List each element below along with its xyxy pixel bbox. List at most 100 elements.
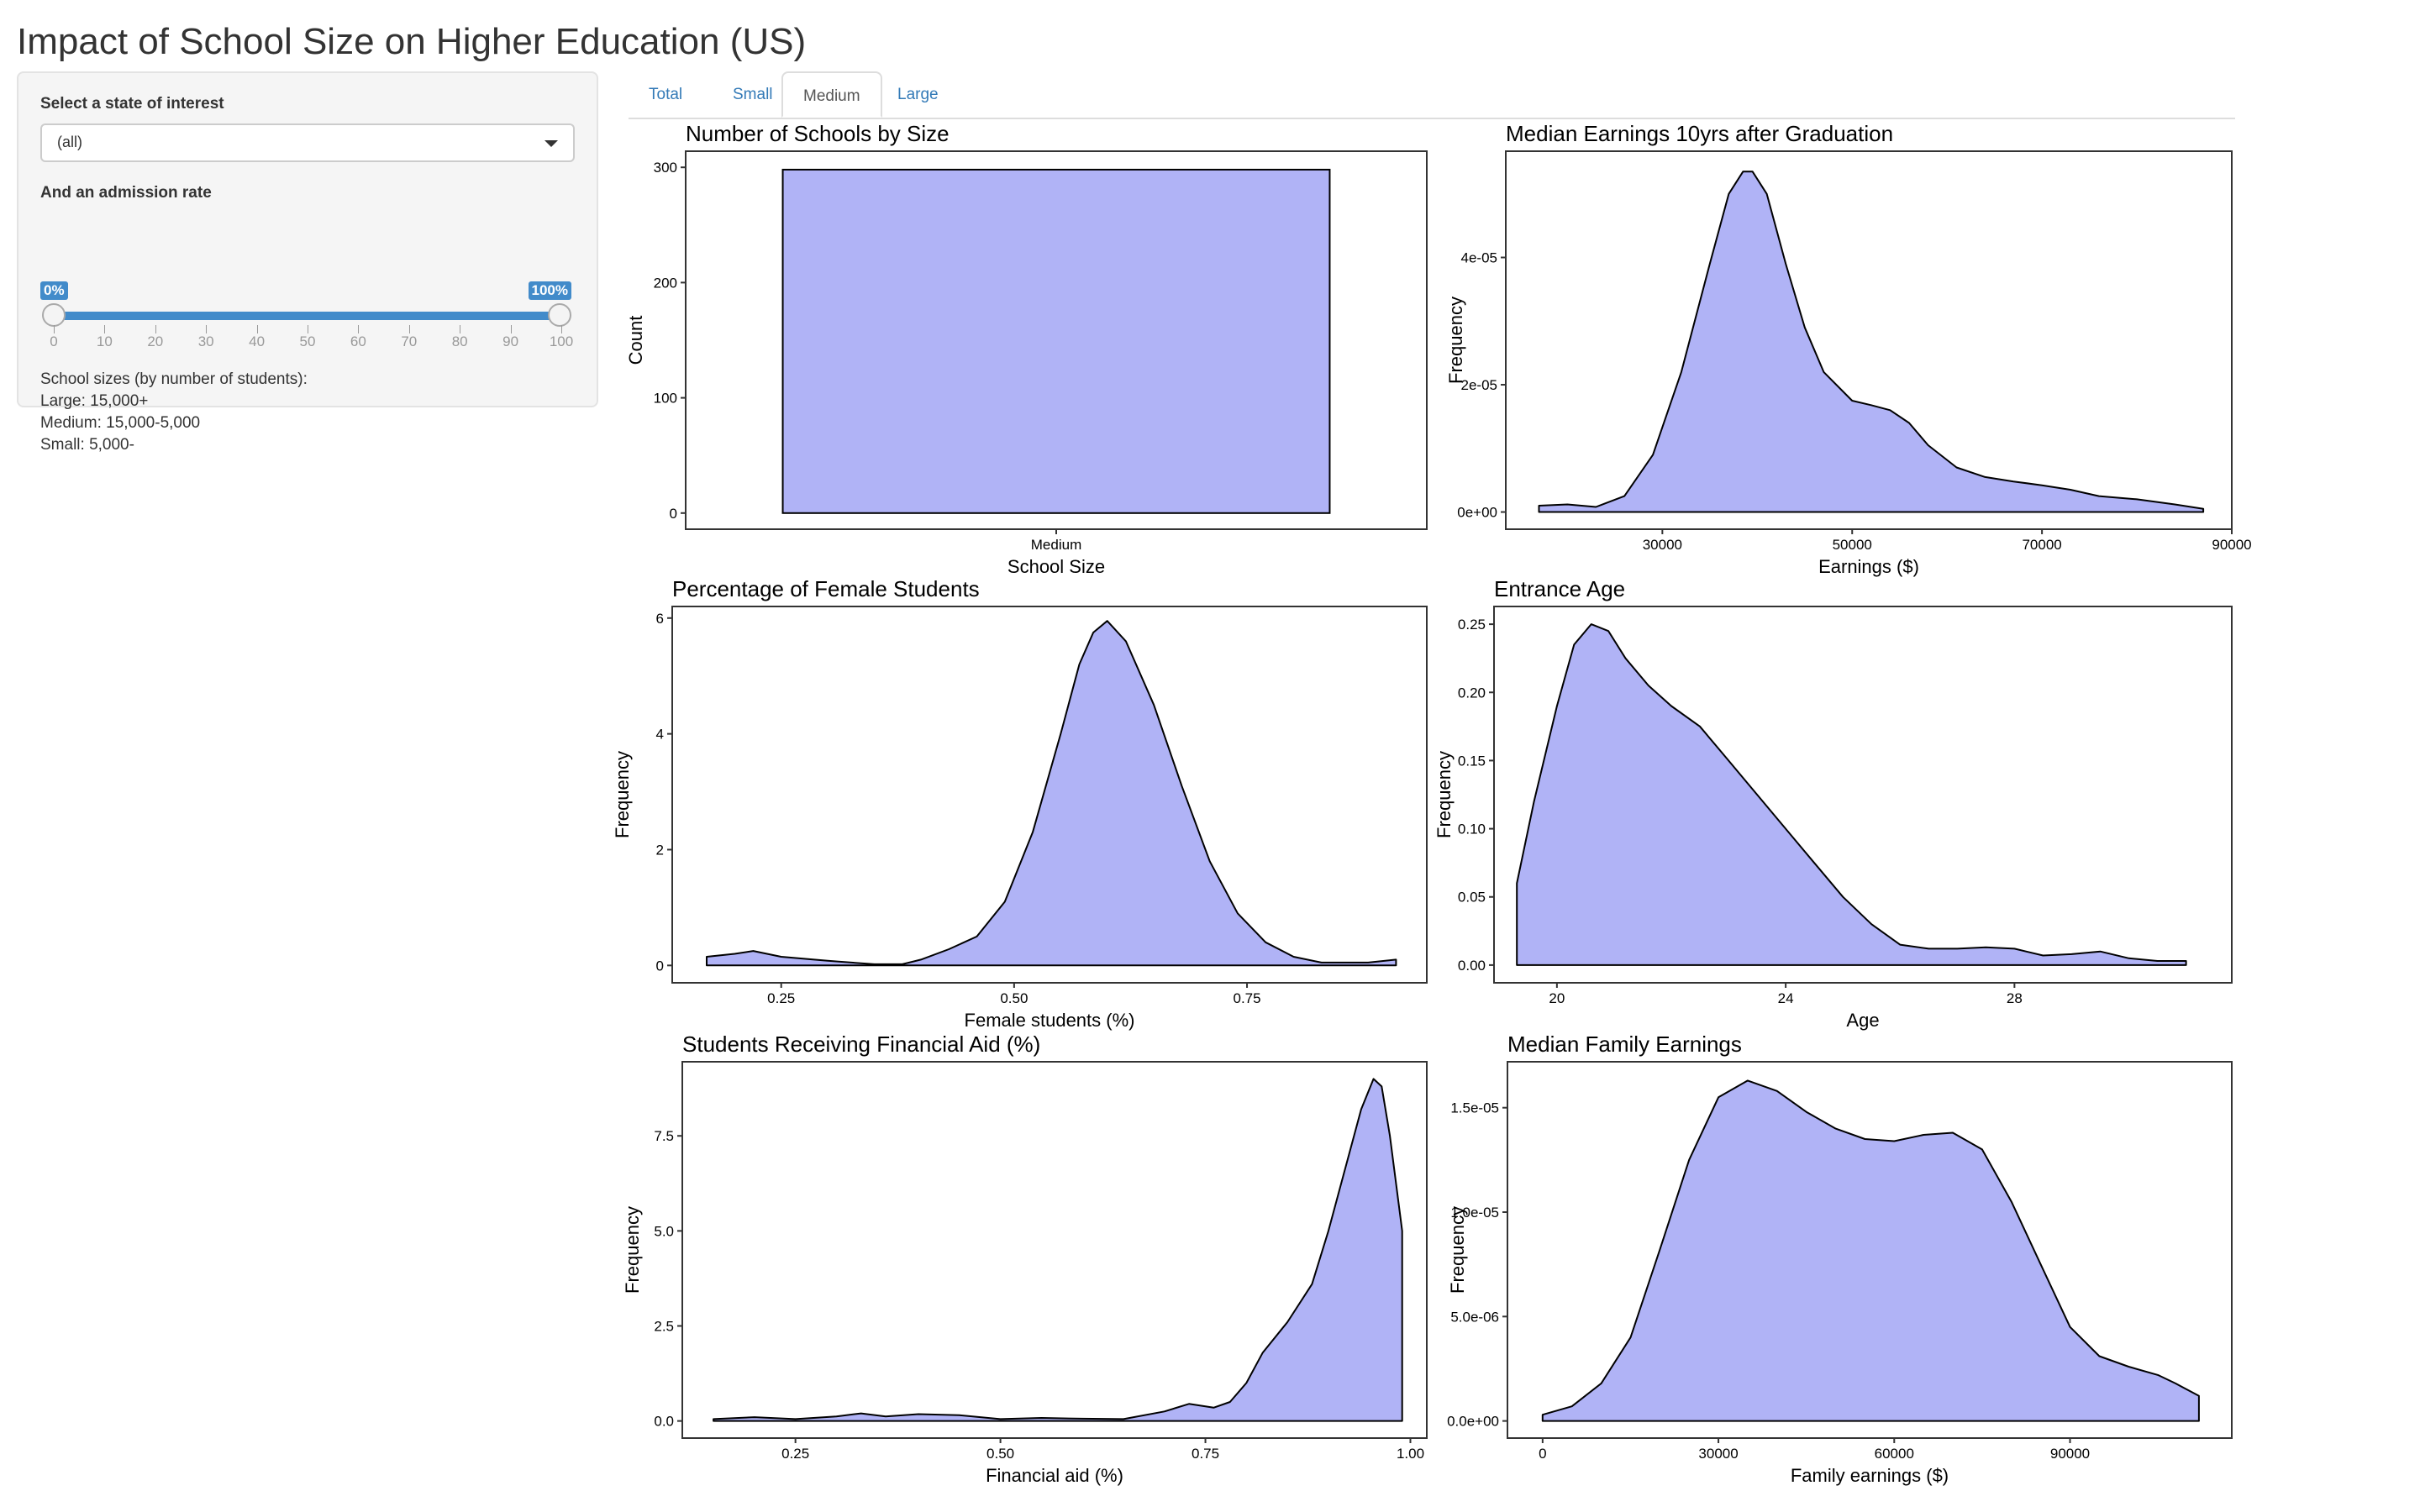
slider-tick-label: 40 bbox=[249, 333, 266, 349]
slider-tick-label: 60 bbox=[350, 333, 366, 349]
x-tick-label: 1.00 bbox=[1397, 1446, 1424, 1462]
slider-tick bbox=[104, 325, 106, 333]
y-tick-label: 0.0e+00 bbox=[1447, 1414, 1499, 1430]
x-tick-label: Medium bbox=[1031, 537, 1081, 553]
x-tick-label: 90000 bbox=[2212, 537, 2251, 553]
slider-tick bbox=[358, 325, 360, 333]
y-tick-label: 0.15 bbox=[1458, 753, 1486, 769]
y-tick-label: 0.10 bbox=[1458, 822, 1486, 837]
x-axis-label: Financial aid (%) bbox=[986, 1465, 1123, 1486]
y-tick-label: 2.5 bbox=[654, 1319, 674, 1335]
x-tick-label: 30000 bbox=[1643, 537, 1682, 553]
sidebar-panel: Select a state of interest (all) And an … bbox=[17, 71, 598, 454]
x-tick-label: 20 bbox=[1549, 990, 1565, 1006]
x-tick-label: 60000 bbox=[1875, 1446, 1914, 1462]
chart-3: Percentage of Female Students 0.25 0.50 0.7… bbox=[612, 576, 1428, 1031]
info-line: Medium: 15,000-5,000 bbox=[40, 414, 201, 432]
x-tick-label: 90000 bbox=[2050, 1446, 2090, 1462]
y-tick-label: 5.0e-06 bbox=[1450, 1309, 1499, 1325]
y-axis-label: Frequency bbox=[612, 751, 633, 838]
slider-tick bbox=[510, 325, 512, 333]
slider-tick-label: 80 bbox=[451, 333, 468, 349]
slider-tick bbox=[206, 325, 208, 333]
x-axis-label: School Size bbox=[1007, 556, 1105, 577]
y-tick-label: 4 bbox=[656, 727, 664, 743]
y-tick-label: 300 bbox=[654, 160, 677, 176]
density-area bbox=[713, 1078, 1403, 1422]
chart-title: Number of Schools by Size bbox=[686, 121, 950, 146]
slider-tick-label: 0 bbox=[50, 333, 58, 349]
chart-title: Students Receiving Financial Aid (%) bbox=[682, 1032, 1040, 1057]
chevron-down-icon bbox=[544, 140, 558, 147]
tab-bar: Total Small Medium Large bbox=[629, 71, 2235, 119]
x-tick-label: 0.50 bbox=[986, 1446, 1014, 1462]
admission-rate-label: And an admission rate bbox=[40, 184, 212, 202]
y-axis-label: Frequency bbox=[1445, 297, 1466, 384]
y-tick-label: 0 bbox=[670, 506, 677, 522]
slider-tick-label: 70 bbox=[401, 333, 418, 349]
slider-tick bbox=[256, 325, 258, 333]
x-tick-label: 0.25 bbox=[781, 1446, 809, 1462]
y-axis-label: Frequency bbox=[1434, 751, 1455, 838]
x-axis-label: Earnings ($) bbox=[1818, 556, 1919, 577]
slider-max-label: 100% bbox=[528, 281, 571, 300]
chart-6: Median Family Earnings 0 30000 60000 90000 0.… bbox=[1447, 1032, 2233, 1486]
y-tick-label: 7.5 bbox=[654, 1128, 674, 1144]
x-tick-label: 0.25 bbox=[767, 990, 795, 1006]
y-tick-label: 100 bbox=[654, 391, 677, 407]
y-axis-label: Frequency bbox=[1447, 1206, 1468, 1294]
slider-tick-label: 100 bbox=[549, 333, 574, 349]
x-tick-label: 0 bbox=[1539, 1446, 1546, 1462]
x-tick-label: 0.50 bbox=[1000, 990, 1028, 1006]
x-axis-label: Family earnings ($) bbox=[1791, 1465, 1949, 1486]
y-tick-label: 2 bbox=[656, 842, 664, 858]
tab-large[interactable]: Large bbox=[897, 86, 939, 103]
y-tick-label: 0.25 bbox=[1458, 617, 1486, 633]
bar bbox=[781, 168, 1331, 514]
y-tick-label: 0e+00 bbox=[1457, 505, 1497, 521]
y-tick-label: 0 bbox=[656, 958, 664, 974]
y-tick-label: 2e-05 bbox=[1461, 377, 1497, 393]
y-tick-label: 5.0 bbox=[654, 1223, 674, 1239]
state-select[interactable]: (all) bbox=[40, 123, 575, 162]
page-title: Impact of School Size on Higher Educatio… bbox=[17, 21, 807, 62]
info-line: Small: 5,000- bbox=[40, 436, 134, 454]
chart-1: Number of Schools by Size Medium 0 100 200 30… bbox=[625, 121, 1428, 577]
chart-2: Median Earnings 10yrs after Graduation 30… bbox=[1445, 121, 2252, 577]
x-axis-label: Female students (%) bbox=[965, 1010, 1135, 1031]
y-axis-label: Frequency bbox=[622, 1206, 643, 1294]
school-size-info: School sizes (by number of students): La… bbox=[40, 369, 308, 456]
tab-medium[interactable]: Medium bbox=[781, 71, 882, 118]
slider-min-handle[interactable] bbox=[42, 303, 66, 327]
state-label: Select a state of interest bbox=[40, 95, 224, 113]
slider-tick-label: 50 bbox=[299, 333, 316, 349]
x-tick-label: 24 bbox=[1778, 990, 1794, 1006]
slider-tick bbox=[54, 325, 55, 333]
tab-total[interactable]: Total bbox=[649, 86, 683, 103]
slider-tick-label: 90 bbox=[502, 333, 519, 349]
x-tick-label: 70000 bbox=[2022, 537, 2061, 553]
density-area bbox=[706, 620, 1397, 967]
y-tick-label: 200 bbox=[654, 275, 677, 291]
y-axis-label: Count bbox=[625, 316, 646, 365]
density-area bbox=[1538, 171, 2205, 513]
slider-bar[interactable] bbox=[54, 312, 566, 320]
x-tick-label: 30000 bbox=[1698, 1446, 1738, 1462]
tab-small[interactable]: Small bbox=[733, 86, 773, 103]
y-tick-label: 6 bbox=[656, 611, 664, 627]
y-tick-label: 0.0 bbox=[654, 1414, 674, 1430]
y-tick-label: 0.05 bbox=[1458, 890, 1486, 906]
admission-rate-slider[interactable]: 0% 100% 0 10 20 30 40 50 60 70 80 90 100 bbox=[40, 207, 573, 349]
slider-tick-label: 10 bbox=[96, 333, 113, 349]
y-tick-label: 0.20 bbox=[1458, 685, 1486, 701]
y-tick-label: 1.0e-05 bbox=[1450, 1205, 1499, 1221]
slider-tick-label: 20 bbox=[147, 333, 164, 349]
x-tick-label: 28 bbox=[2007, 990, 2023, 1006]
info-line: School sizes (by number of students): bbox=[40, 370, 308, 388]
x-tick-label: 0.75 bbox=[1192, 1446, 1219, 1462]
slider-max-handle[interactable] bbox=[548, 303, 571, 327]
x-tick-label: 0.75 bbox=[1233, 990, 1260, 1006]
chart-title: Median Earnings 10yrs after Graduation bbox=[1506, 121, 1893, 146]
slider-tick bbox=[408, 325, 410, 333]
